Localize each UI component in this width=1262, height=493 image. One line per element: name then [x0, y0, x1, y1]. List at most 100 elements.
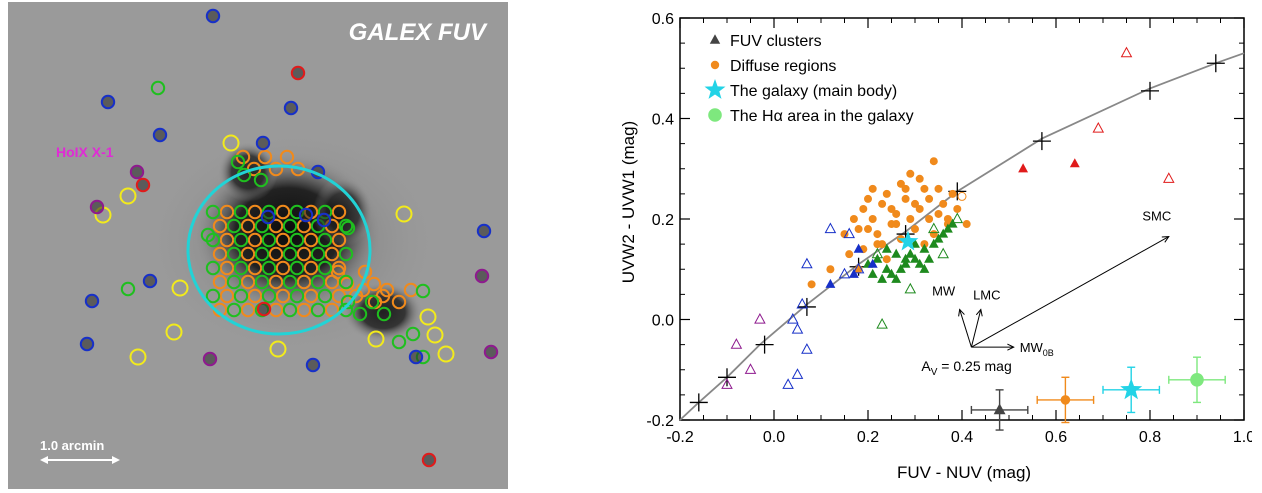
- data-point-triangle-open: [801, 343, 813, 354]
- data-point-triangle-open: [796, 297, 808, 309]
- data-point-triangle: [891, 273, 902, 283]
- data-point-triangle: [853, 243, 864, 253]
- purple-region-marker: [129, 164, 145, 180]
- orange-region-marker: [324, 246, 340, 262]
- orange-region-marker: [268, 246, 284, 262]
- data-point-triangle-open: [754, 312, 766, 324]
- orange-region-marker: [240, 274, 256, 290]
- region-markers: [79, 8, 499, 468]
- typical-error-bar: [1036, 376, 1095, 424]
- data-point-triangle-open: [721, 378, 733, 389]
- blue-region-marker: [316, 212, 332, 228]
- green-region-marker: [317, 260, 333, 276]
- green-region-marker: [340, 294, 356, 310]
- green-region-marker: [226, 302, 242, 318]
- orange-region-marker: [275, 232, 291, 248]
- green-region-marker: [150, 80, 166, 96]
- blue-region-marker: [260, 209, 276, 225]
- green-region-marker: [317, 232, 333, 248]
- orange-region-marker: [275, 288, 291, 304]
- data-point-star: [897, 230, 919, 251]
- green-region-marker: [120, 281, 136, 297]
- extinction-vector-label: MW0B: [1020, 340, 1054, 358]
- green-region-marker: [338, 302, 354, 318]
- y-tick-label: 0.4: [652, 112, 674, 129]
- extinction-vector-label: LMC: [973, 287, 1000, 302]
- x-tick-label: 0.6: [1045, 429, 1067, 446]
- data-point-circle: [892, 209, 901, 218]
- purple-region-marker: [474, 268, 490, 284]
- green-region-marker: [338, 246, 354, 262]
- green-region-marker: [253, 172, 269, 188]
- red-region-marker: [135, 177, 151, 193]
- orange-region-marker: [212, 246, 228, 262]
- data-point-triangle-open: [876, 317, 888, 329]
- data-point-circle: [868, 215, 877, 223]
- data-point-circle: [864, 225, 872, 234]
- data-point-triangle: [919, 263, 930, 273]
- model-age-cross: [689, 393, 708, 412]
- blue-region-marker: [255, 135, 271, 151]
- green-region-marker: [200, 227, 216, 243]
- source-label-holix-x1: HoIX X-1: [56, 144, 114, 160]
- green-region-marker: [317, 288, 333, 304]
- data-point-triangle: [910, 253, 920, 263]
- data-point-circle: [882, 189, 891, 198]
- data-point-triangle: [905, 248, 916, 258]
- y-tick-label: 0.0: [652, 313, 674, 330]
- data-point-triangle: [900, 258, 911, 268]
- orange-region-marker: [303, 288, 319, 304]
- yellow-region-marker: [222, 134, 240, 152]
- green-region-marker: [226, 218, 242, 234]
- legend-marker-circle: [708, 108, 722, 122]
- error-bar-marker: [1120, 378, 1143, 400]
- data-point-triangle-open: [782, 378, 794, 389]
- green-region-marker: [282, 246, 298, 262]
- red-region-marker: [421, 452, 437, 468]
- data-point-triangle-open: [951, 212, 964, 224]
- data-point-circle: [915, 174, 924, 183]
- yellow-region-marker: [419, 308, 437, 326]
- orange-region-marker: [391, 294, 407, 310]
- orange-region-marker: [275, 204, 291, 220]
- data-point-triangle: [928, 238, 939, 248]
- data-point-circle: [953, 204, 962, 213]
- orange-region-marker: [296, 274, 312, 290]
- green-region-marker: [205, 232, 221, 248]
- data-point-triangle-open: [843, 227, 855, 239]
- orange-region-marker: [366, 276, 382, 292]
- yellow-region-marker: [395, 205, 413, 223]
- extinction-vector-label: SMC: [1142, 209, 1171, 224]
- green-region-marker: [226, 246, 242, 262]
- orange-region-marker: [324, 302, 340, 318]
- x-tick-label: 1.0: [1233, 429, 1252, 446]
- orange-region-marker: [268, 274, 284, 290]
- data-point-triangle-open: [744, 363, 757, 374]
- data-point-triangle: [1018, 163, 1029, 173]
- data-point-circle: [915, 204, 924, 213]
- orange-region-marker: [219, 232, 235, 248]
- color-color-diagram: -0.2 0.0 0.2 0.4 0.6 0.8 1.0 -0.2 0.0 0.2 0.4 0.6 MW…: [619, 11, 1252, 482]
- orange-region-marker: [331, 204, 347, 220]
- orange-region-marker: [379, 282, 395, 298]
- yellow-region-marker: [129, 348, 147, 366]
- extinction-vector-lmc: LMC: [970, 287, 1001, 348]
- orange-region-marker: [247, 288, 263, 304]
- blue-region-marker: [84, 293, 100, 309]
- orange-region-marker: [247, 232, 263, 248]
- blue-region-marker: [100, 94, 116, 110]
- data-point-triangle: [919, 243, 930, 253]
- typical-error-bar: [1102, 366, 1161, 414]
- green-region-marker: [338, 274, 354, 290]
- data-point-triangle: [881, 243, 892, 253]
- yellow-region-marker: [437, 345, 455, 363]
- legend-item: Diffuse regions: [710, 58, 836, 75]
- orange-region-marker: [330, 264, 346, 280]
- data-point-circle: [901, 194, 910, 203]
- red-region-marker: [256, 301, 272, 317]
- data-point-circle: [873, 240, 882, 249]
- model-age-cross: [1206, 54, 1225, 73]
- data-point-triangle: [924, 253, 935, 263]
- model-age-cross: [718, 368, 736, 387]
- error-bar-marker: [1060, 395, 1071, 405]
